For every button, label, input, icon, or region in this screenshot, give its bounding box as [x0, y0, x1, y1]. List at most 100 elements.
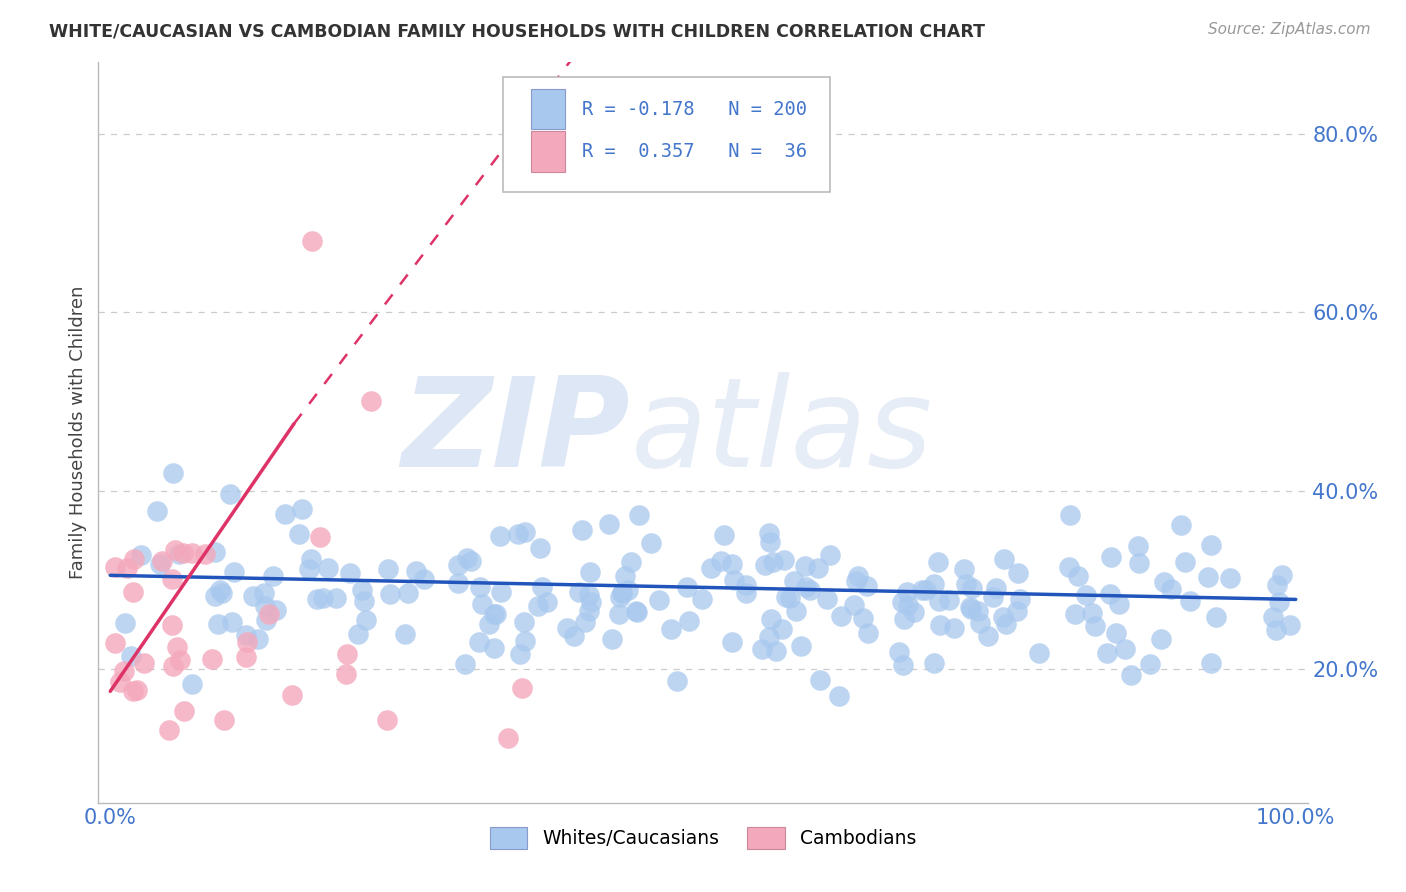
Point [844, 574, 866, 588]
Point [1099, 550, 1122, 565]
Text: Source: ZipAtlas.com: Source: ZipAtlas.com [1208, 22, 1371, 37]
Point [783, 574, 806, 589]
Point [530, 580, 553, 594]
Point [640, 535, 662, 549]
Point [927, 555, 949, 569]
Point [489, 529, 512, 543]
Point [794, 580, 817, 594]
Point [1263, 610, 1285, 624]
Point [527, 599, 550, 614]
Point [1271, 568, 1294, 582]
Point [735, 586, 758, 600]
Point [1199, 657, 1222, 671]
Point [911, 583, 934, 598]
Point [246, 632, 269, 647]
Point [312, 591, 335, 605]
Text: WHITE/CAUCASIAN VS CAMBODIAN FAMILY HOUSEHOLDS WITH CHILDREN CORRELATION CHART: WHITE/CAUCASIAN VS CAMBODIAN FAMILY HOUS… [49, 22, 986, 40]
Text: atlas: atlas [630, 372, 932, 493]
Point [482, 640, 505, 655]
Point [1095, 646, 1118, 660]
Point [149, 557, 172, 571]
Point [574, 615, 596, 629]
Point [513, 524, 536, 539]
Point [163, 543, 186, 558]
Point [887, 645, 910, 659]
Point [264, 603, 287, 617]
Point [922, 657, 945, 671]
Point [959, 599, 981, 614]
Point [568, 585, 591, 599]
Point [529, 541, 551, 556]
Point [858, 626, 880, 640]
Point [626, 603, 648, 617]
Point [1098, 587, 1121, 601]
Point [710, 554, 733, 568]
Point [613, 568, 636, 582]
Point [162, 658, 184, 673]
Point [204, 544, 226, 558]
Point [754, 558, 776, 572]
Point [648, 593, 671, 607]
Point [969, 615, 991, 630]
Point [129, 548, 152, 562]
Point [204, 589, 226, 603]
Point [173, 704, 195, 718]
Point [991, 610, 1014, 624]
Point [578, 604, 600, 618]
Point [339, 566, 361, 580]
FancyBboxPatch shape [531, 88, 565, 129]
Point [309, 530, 332, 544]
Point [122, 552, 145, 566]
Point [1057, 560, 1080, 574]
Point [273, 507, 295, 521]
Point [993, 552, 1015, 566]
FancyBboxPatch shape [503, 78, 830, 192]
Point [1178, 594, 1201, 608]
Point [1128, 556, 1150, 570]
Point [134, 656, 156, 670]
Point [977, 629, 1000, 643]
Point [579, 565, 602, 579]
Point [1104, 626, 1126, 640]
Point [928, 618, 950, 632]
Point [375, 713, 398, 727]
Point [808, 673, 831, 687]
Point [506, 526, 529, 541]
Point [471, 597, 494, 611]
Point [114, 616, 136, 631]
Point [221, 615, 243, 630]
Point [942, 622, 965, 636]
Point [966, 603, 988, 617]
Point [600, 632, 623, 646]
Point [305, 591, 328, 606]
Point [896, 585, 918, 599]
Point [986, 581, 1008, 595]
Point [180, 546, 202, 560]
Point [162, 466, 184, 480]
Point [160, 572, 183, 586]
Point [962, 581, 984, 595]
Point [1150, 632, 1173, 646]
Point [194, 547, 217, 561]
Point [1219, 571, 1241, 585]
Point [104, 560, 127, 574]
Point [201, 652, 224, 666]
Point [242, 590, 264, 604]
Point [316, 561, 339, 575]
Point [579, 595, 602, 609]
Point [1265, 623, 1288, 637]
Point [759, 535, 782, 549]
Point [460, 554, 482, 568]
Point [555, 621, 578, 635]
Point [536, 595, 558, 609]
Point [1108, 597, 1130, 611]
Point [485, 607, 508, 622]
Point [347, 626, 370, 640]
Point [235, 650, 257, 665]
Point [253, 585, 276, 599]
Point [799, 583, 821, 598]
Point [1279, 618, 1302, 632]
Point [758, 526, 780, 541]
Point [955, 576, 977, 591]
Point [262, 568, 284, 582]
